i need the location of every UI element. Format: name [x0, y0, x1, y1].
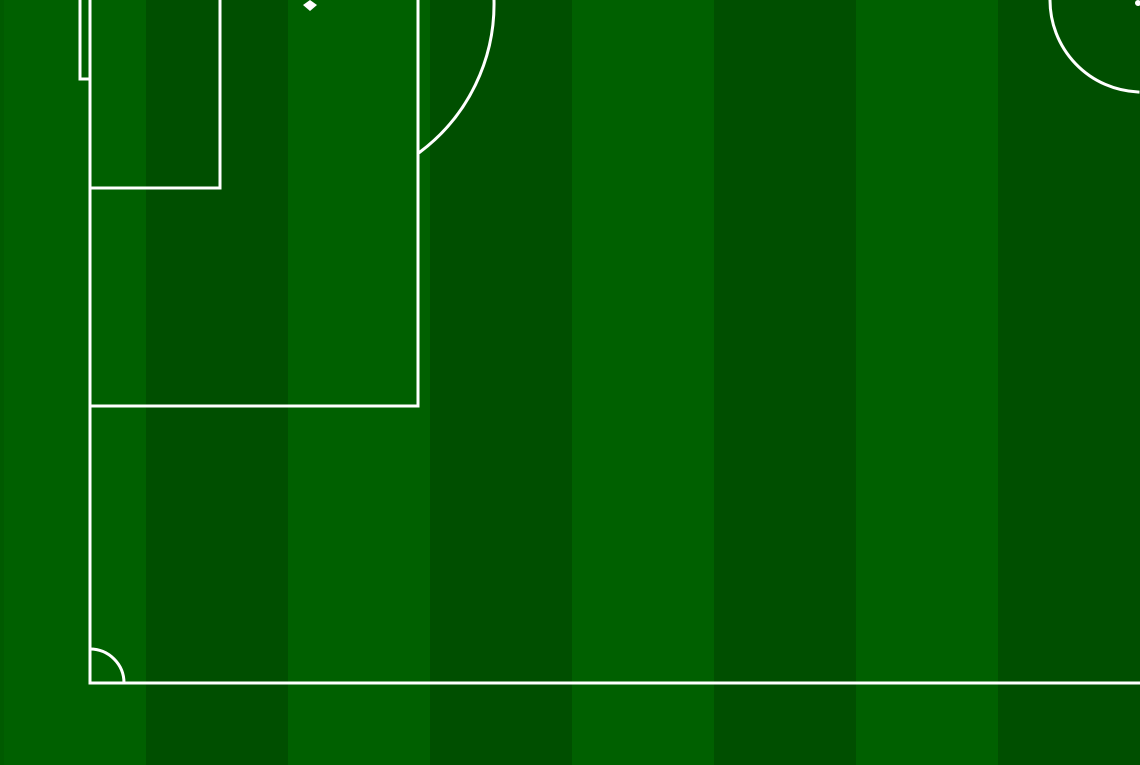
goal-area — [88, 0, 222, 190]
corner-arc — [88, 647, 126, 685]
goal-net-outline — [78, 0, 92, 81]
grass-stripe-outer — [0, 0, 4, 765]
center-spot — [1135, 0, 1140, 6]
grass-stripe-5 — [572, 0, 714, 765]
grass-stripe-1 — [4, 0, 146, 765]
penalty-spot — [303, 0, 317, 11]
grass-stripe-6 — [714, 0, 856, 765]
center-circle — [1048, 0, 1140, 94]
grass-stripe-3 — [288, 0, 430, 765]
grass-stripe-4 — [430, 0, 572, 765]
penalty-arc — [417, 0, 496, 155]
penalty-area — [88, 0, 420, 408]
grass-stripe-8 — [998, 0, 1140, 765]
grass-stripe-7 — [856, 0, 998, 765]
grass-stripe-2 — [146, 0, 288, 765]
pitch-markings — [78, 0, 1140, 685]
